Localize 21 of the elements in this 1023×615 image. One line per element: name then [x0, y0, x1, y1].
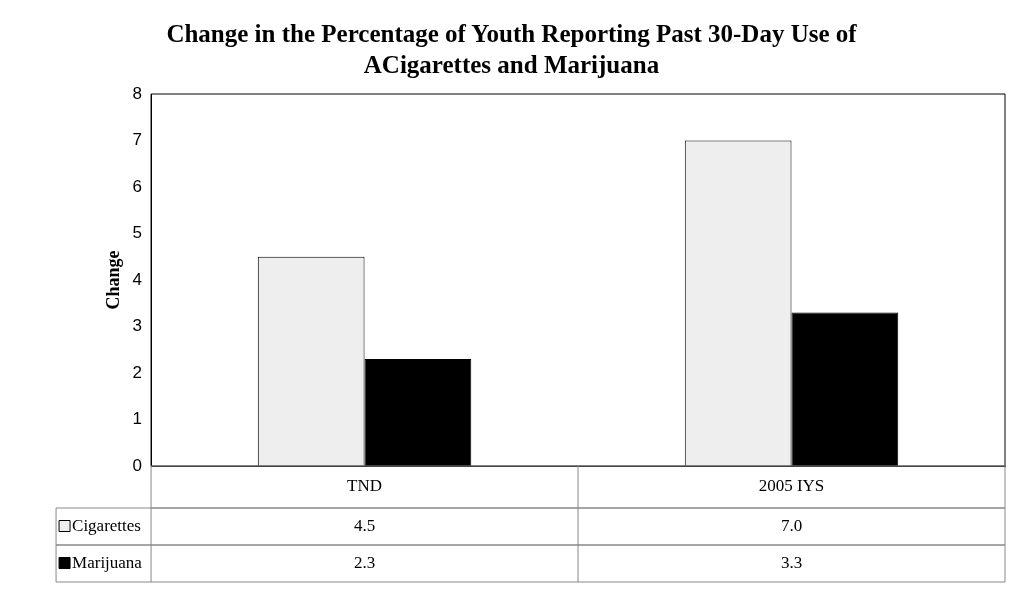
- y-tick-label: 0: [132, 455, 143, 475]
- y-tick-label: 6: [132, 176, 143, 196]
- bar: [791, 312, 899, 466]
- x-tick-label: TND: [347, 476, 383, 496]
- data-label: 2.3: [353, 552, 376, 572]
- y-tick-label: 8: [132, 83, 143, 103]
- legend-label: Marijuana: [72, 552, 143, 572]
- y-tick-label: 1: [132, 409, 143, 429]
- bar: [364, 359, 472, 466]
- chart-title: Change in the Percentage of Youth Reporting Past 30-Day Use of ACigarettes and Marijuana: [165, 19, 858, 80]
- data-label: 3.3: [780, 552, 803, 572]
- data-label: 4.5: [353, 515, 376, 535]
- y-tick-label: 5: [132, 223, 143, 243]
- legend-label: Cigarettes: [72, 515, 141, 535]
- x-tick-label: 2005 IYS: [758, 476, 825, 496]
- data-label: 7.0: [780, 515, 803, 535]
- y-tick-label: 2: [132, 362, 143, 382]
- y-tick-label: 7: [132, 130, 143, 150]
- y-axis-title: Change: [103, 250, 124, 310]
- y-tick-label: 4: [132, 269, 143, 289]
- y-tick-label: 3: [132, 316, 143, 336]
